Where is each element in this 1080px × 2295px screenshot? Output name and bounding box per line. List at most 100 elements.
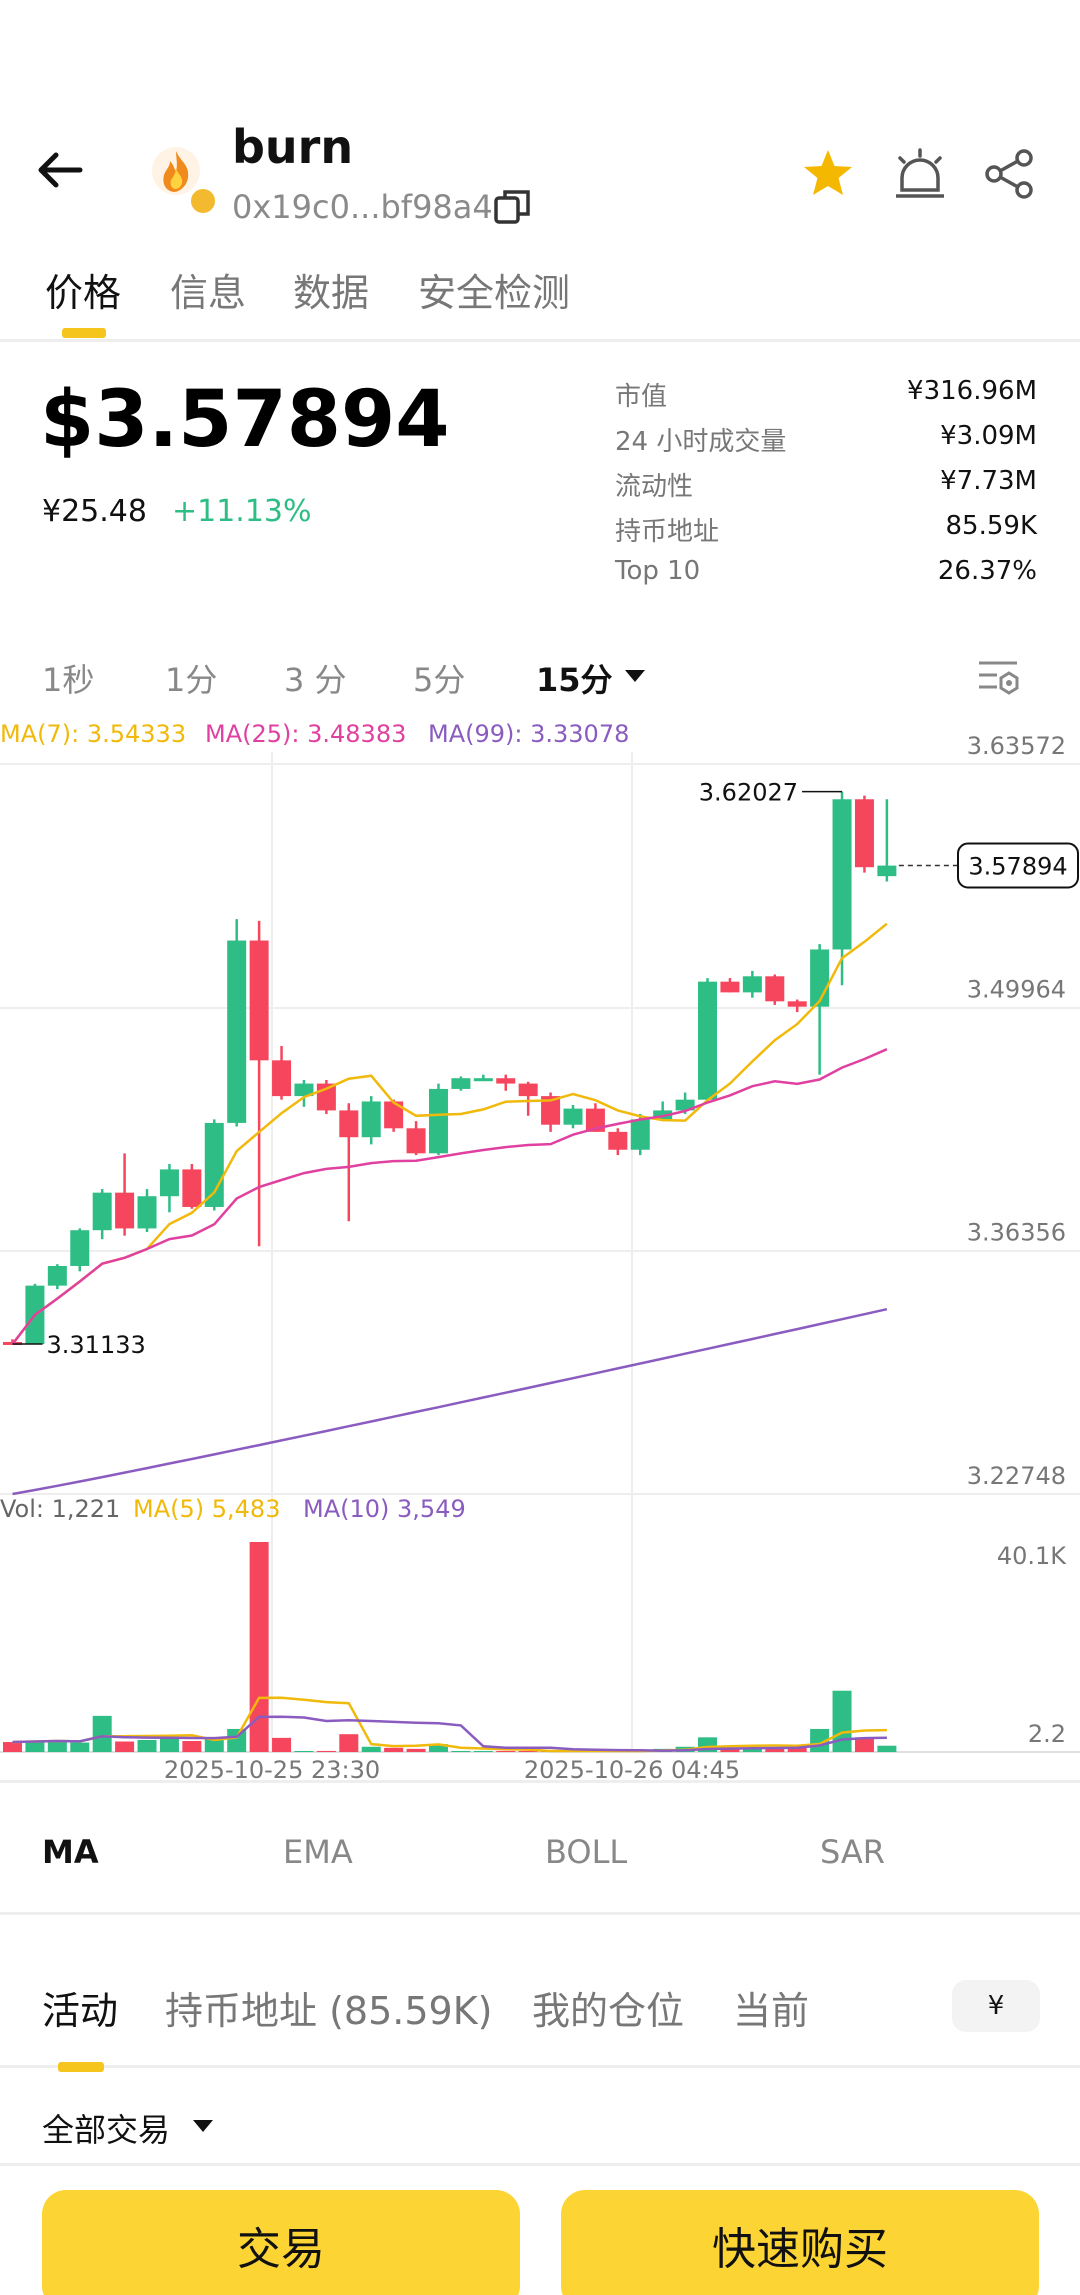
candle-body bbox=[473, 1078, 493, 1082]
token-name: burn bbox=[232, 120, 354, 174]
copy-icon[interactable] bbox=[492, 186, 532, 226]
interval-3m[interactable]: 3 分 bbox=[284, 661, 347, 699]
price-chart[interactable]: 3.63572 3.49964 3.36356 3.22748 3.62027 3.311… bbox=[0, 712, 1080, 1784]
y-tick-label: 3.63572 bbox=[967, 732, 1066, 760]
vol-ma10-line bbox=[12, 1715, 887, 1752]
quick-buy-button[interactable]: 快速购买 bbox=[561, 2190, 1039, 2295]
price-change: +11.13% bbox=[172, 494, 312, 529]
token-address[interactable]: 0x19c0...bf98a4 bbox=[232, 188, 493, 226]
candle-body bbox=[563, 1108, 583, 1125]
indicator-ema[interactable]: EMA bbox=[283, 1833, 353, 1871]
candle-body bbox=[877, 865, 897, 877]
stat-row: 24 小时成交量 ¥3.09M bbox=[615, 421, 1037, 465]
candle-body bbox=[787, 1001, 807, 1007]
candle-body bbox=[204, 1122, 224, 1207]
candle-body bbox=[137, 1196, 157, 1229]
stat-value: 26.37% bbox=[937, 556, 1037, 586]
indicator-boll[interactable]: BOLL bbox=[545, 1833, 628, 1871]
volume-bar bbox=[361, 1746, 381, 1752]
volume-bar bbox=[92, 1715, 112, 1752]
chevron-down-icon[interactable] bbox=[625, 670, 645, 682]
candle-body bbox=[428, 1088, 448, 1154]
interval-5m[interactable]: 5分 bbox=[413, 661, 466, 699]
stat-value: 85.59K bbox=[945, 511, 1037, 541]
candle-body bbox=[249, 940, 269, 1061]
chart-settings-icon[interactable] bbox=[975, 655, 1021, 701]
star-icon[interactable] bbox=[800, 146, 856, 202]
vol-ma5-legend: MA(5) 5,483 bbox=[133, 1495, 281, 1523]
currency-toggle[interactable]: ¥ bbox=[952, 1980, 1040, 2032]
volume-bar bbox=[294, 1750, 314, 1752]
candle-body bbox=[541, 1096, 561, 1125]
candle-body bbox=[496, 1078, 516, 1084]
volume-bar bbox=[787, 1747, 807, 1752]
indicator-sar[interactable]: SAR bbox=[820, 1833, 886, 1871]
vol-legend: Vol: 1,221 bbox=[0, 1495, 121, 1523]
y-tick-label: 3.36356 bbox=[967, 1219, 1066, 1247]
tab-data[interactable]: 数据 bbox=[293, 271, 370, 315]
stat-value: ¥316.96M bbox=[907, 376, 1037, 406]
tab-active-indicator bbox=[62, 328, 106, 338]
price-alert-icon[interactable] bbox=[890, 146, 950, 202]
stat-label: 市值 bbox=[615, 382, 668, 412]
stat-label: Top 10 bbox=[615, 556, 701, 586]
back-arrow-icon[interactable] bbox=[30, 140, 90, 200]
volume-bar bbox=[204, 1738, 224, 1752]
indicator-tabs: MA EMA BOLL SAR bbox=[0, 1780, 1080, 1915]
candle-body bbox=[630, 1119, 650, 1150]
token-logo bbox=[152, 147, 200, 195]
indicator-ma[interactable]: MA bbox=[42, 1833, 99, 1871]
candle-body bbox=[518, 1083, 538, 1097]
chart-canvas[interactable]: 3.63572 3.49964 3.36356 3.22748 3.62027 3.311… bbox=[0, 712, 1080, 1784]
candle-body bbox=[854, 799, 874, 868]
volume-bar bbox=[339, 1734, 359, 1752]
stat-value: ¥3.09M bbox=[940, 421, 1037, 451]
trade-filter[interactable]: 全部交易 bbox=[42, 2111, 171, 2149]
candle-body bbox=[832, 799, 852, 950]
volume-bar bbox=[720, 1747, 740, 1752]
volume-bar bbox=[854, 1737, 874, 1752]
chevron-down-icon[interactable] bbox=[193, 2120, 213, 2132]
candle-body bbox=[361, 1101, 381, 1138]
volume-bar bbox=[451, 1750, 471, 1752]
candle-body bbox=[810, 949, 830, 1007]
x-tick-label: 2025-10-25 23:30 bbox=[164, 1756, 380, 1782]
high-price-label: 3.62027 bbox=[699, 779, 798, 807]
tab-current[interactable]: 当前 bbox=[733, 1989, 810, 2033]
candle-body bbox=[92, 1192, 112, 1231]
stat-label: 流动性 bbox=[615, 472, 694, 502]
tab-activity[interactable]: 活动 bbox=[42, 1989, 119, 2033]
trade-button[interactable]: 交易 bbox=[42, 2190, 520, 2295]
interval-1m[interactable]: 1分 bbox=[165, 661, 218, 699]
volume-bar bbox=[473, 1750, 493, 1752]
volume-bar bbox=[496, 1750, 516, 1752]
volume-bar bbox=[742, 1747, 762, 1752]
candle-body bbox=[227, 940, 247, 1123]
volume-bar bbox=[877, 1745, 897, 1752]
share-icon[interactable] bbox=[982, 146, 1038, 202]
interval-15m[interactable]: 15分 bbox=[536, 661, 613, 699]
page-tabs: 价格 信息 数据 安全检测 bbox=[0, 250, 1080, 342]
ma25-legend: MA(25): 3.48383 bbox=[205, 720, 407, 748]
candle-body bbox=[384, 1101, 404, 1129]
ma99-legend: MA(99): 3.33078 bbox=[428, 720, 630, 748]
vol-tick-label: 40.1K bbox=[997, 1542, 1067, 1570]
stat-row: Top 10 26.37% bbox=[615, 556, 1037, 600]
tab-info[interactable]: 信息 bbox=[170, 271, 247, 315]
candle-body bbox=[653, 1110, 673, 1120]
stat-label: 24 小时成交量 bbox=[615, 427, 787, 457]
volume-bar bbox=[70, 1742, 90, 1752]
volume-bar bbox=[518, 1750, 538, 1752]
tab-security[interactable]: 安全检测 bbox=[418, 271, 571, 315]
stat-label: 持币地址 bbox=[615, 517, 720, 547]
candle-body bbox=[720, 981, 740, 993]
tab-holders[interactable]: 持币地址 (85.59K) bbox=[165, 1989, 493, 2033]
activity-tabs: 活动 持币地址 (85.59K) 我的仓位 当前 ¥ bbox=[0, 1940, 1080, 2072]
interval-1s[interactable]: 1秒 bbox=[42, 661, 95, 699]
volume-bar bbox=[272, 1737, 292, 1752]
tab-my-positions[interactable]: 我的仓位 bbox=[532, 1989, 685, 2033]
volume-bar bbox=[137, 1739, 157, 1752]
tab-price[interactable]: 价格 bbox=[45, 271, 122, 315]
ma7-line bbox=[11, 922, 888, 1345]
volume-bar bbox=[115, 1741, 135, 1752]
